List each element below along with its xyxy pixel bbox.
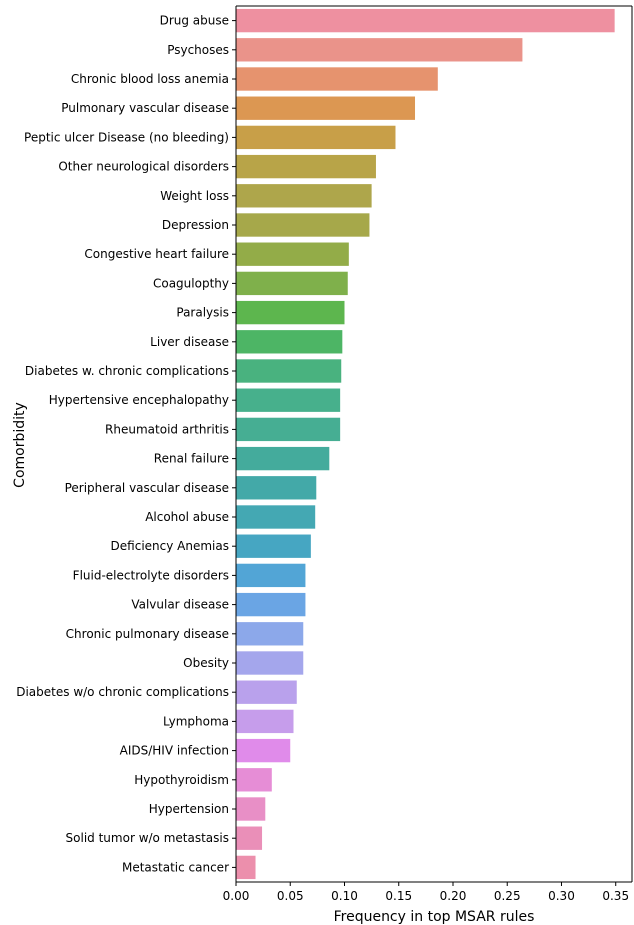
category-label: Lymphoma xyxy=(163,714,229,728)
x-tick-label: 0.10 xyxy=(331,889,358,903)
category-label: Alcohol abuse xyxy=(145,510,229,524)
category-label: Deficiency Anemias xyxy=(111,539,229,553)
x-tick-label: 0.20 xyxy=(440,889,467,903)
category-label: Chronic pulmonary disease xyxy=(66,627,229,641)
bar xyxy=(236,797,266,821)
category-label: Chronic blood loss anemia xyxy=(71,72,229,86)
bar xyxy=(236,330,343,354)
bar xyxy=(236,738,291,763)
bar xyxy=(236,125,396,150)
bar xyxy=(236,768,272,792)
category-label: Solid tumor w/o metastasis xyxy=(66,831,229,845)
x-tick-label: 0.05 xyxy=(277,889,304,903)
bar xyxy=(236,709,294,734)
category-label: Hypertension xyxy=(149,802,229,816)
bar xyxy=(236,213,370,237)
category-label: Metastatic cancer xyxy=(122,860,229,874)
x-axis-ticks: 0.00 0.05 0.10 0.15 0.20 0.25 0.30 0.35 xyxy=(223,882,629,903)
bar xyxy=(236,67,438,91)
bar xyxy=(236,154,376,179)
bar xyxy=(236,622,304,646)
category-label: Rheumatoid arthritis xyxy=(105,422,229,436)
category-label: Obesity xyxy=(183,656,229,670)
x-tick-label: 0.30 xyxy=(548,889,575,903)
x-tick-label: 0.25 xyxy=(494,889,521,903)
x-tick-label: 0.15 xyxy=(385,889,412,903)
category-label: AIDS/HIV infection xyxy=(120,744,229,758)
category-label: Other neurological disorders xyxy=(58,160,229,174)
category-label: Pulmonary vascular disease xyxy=(61,101,229,115)
bar xyxy=(236,651,304,675)
bar xyxy=(236,242,349,266)
bar xyxy=(236,96,416,120)
category-label: Peptic ulcer Disease (no bleeding) xyxy=(24,130,229,144)
category-label: Depression xyxy=(162,218,229,232)
bar xyxy=(236,563,306,588)
category-label: Congestive heart failure xyxy=(84,247,229,261)
bar xyxy=(236,592,306,617)
bar xyxy=(236,359,342,383)
bar xyxy=(236,680,297,704)
bar xyxy=(236,446,330,471)
category-labels: Drug abuse Psychoses Chronic blood loss an… xyxy=(16,14,236,874)
x-tick-label: 0.35 xyxy=(602,889,629,903)
category-label: Liver disease xyxy=(150,335,229,349)
bar-group xyxy=(236,8,615,880)
category-label: Coagulopthy xyxy=(153,276,229,290)
bar xyxy=(236,505,316,529)
bar xyxy=(236,184,372,208)
category-label: Hypertensive encephalopathy xyxy=(49,393,229,407)
bar xyxy=(236,300,345,325)
category-label: Valvular disease xyxy=(131,598,229,612)
bar xyxy=(236,476,317,500)
category-label: Paralysis xyxy=(176,306,229,320)
bar xyxy=(236,8,615,33)
bar xyxy=(236,417,341,442)
category-label: Psychoses xyxy=(167,43,229,57)
y-axis-title: Comorbidity xyxy=(12,402,28,488)
bar xyxy=(236,271,348,296)
bar xyxy=(236,388,341,412)
bar xyxy=(236,38,523,62)
bar xyxy=(236,826,263,850)
x-axis-title: Frequency in top MSAR rules xyxy=(334,909,535,925)
category-label: Drug abuse xyxy=(160,14,229,28)
category-label: Diabetes w. chronic complications xyxy=(25,364,229,378)
category-label: Renal failure xyxy=(154,452,229,466)
category-label: Peripheral vascular disease xyxy=(65,481,229,495)
category-label: Weight loss xyxy=(160,189,229,203)
x-tick-label: 0.00 xyxy=(223,889,250,903)
bar xyxy=(236,855,256,880)
category-label: Hypothyroidism xyxy=(134,773,229,787)
category-label: Diabetes w/o chronic complications xyxy=(16,685,229,699)
bar xyxy=(236,534,311,558)
category-label: Fluid-electrolyte disorders xyxy=(73,568,229,582)
